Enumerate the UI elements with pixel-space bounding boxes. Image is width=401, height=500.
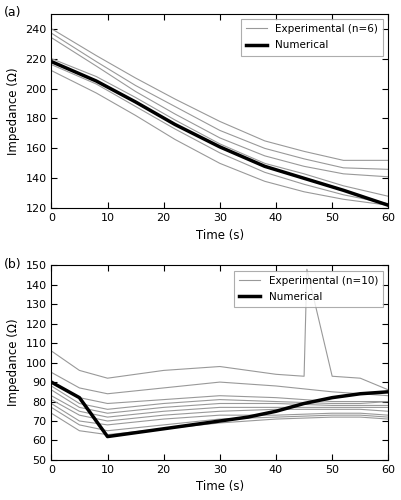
Experimental (n=10) (385, 387, 390, 393)
Numerical (273, 408, 278, 414)
Experimental (n=10) (161, 368, 166, 374)
Numerical (301, 400, 306, 406)
Numerical (385, 389, 390, 395)
Experimental (n=6) (301, 148, 306, 154)
Numerical (340, 188, 345, 194)
Numerical (329, 394, 334, 400)
Line: Numerical: Numerical (51, 62, 387, 206)
Experimental (n=6) (93, 52, 98, 59)
Y-axis label: Impedance (Ω): Impedance (Ω) (7, 67, 20, 155)
Numerical (105, 434, 109, 440)
Experimental (n=10) (304, 266, 308, 272)
Line: Experimental (n=10): Experimental (n=10) (51, 269, 387, 390)
Numerical (385, 202, 390, 208)
X-axis label: Time (s): Time (s) (195, 228, 243, 241)
Experimental (n=10) (273, 372, 278, 378)
Experimental (n=6) (49, 26, 54, 32)
Numerical (172, 122, 177, 128)
Numerical (93, 78, 98, 84)
Numerical (133, 99, 138, 105)
Numerical (357, 391, 362, 397)
Experimental (n=6) (133, 75, 138, 81)
Experimental (n=6) (172, 96, 177, 102)
Numerical (49, 379, 54, 385)
Numerical (245, 414, 250, 420)
Legend: Experimental (n=6), Numerical: Experimental (n=6), Numerical (240, 19, 382, 56)
Numerical (49, 58, 54, 64)
Y-axis label: Impedance (Ω): Impedance (Ω) (7, 319, 20, 406)
Experimental (n=10) (105, 375, 109, 381)
Numerical (77, 394, 82, 400)
Numerical (262, 164, 267, 170)
Experimental (n=10) (49, 348, 54, 354)
Numerical (217, 144, 222, 150)
Experimental (n=10) (301, 373, 306, 379)
Numerical (161, 426, 166, 432)
Line: Numerical: Numerical (51, 382, 387, 436)
Numerical (301, 176, 306, 182)
X-axis label: Time (s): Time (s) (195, 480, 243, 494)
Experimental (n=10) (357, 375, 362, 381)
Numerical (217, 418, 222, 424)
Numerical (133, 430, 138, 436)
Text: (b): (b) (4, 258, 22, 270)
Experimental (n=6) (385, 158, 390, 164)
Text: (a): (a) (4, 6, 22, 19)
Legend: Experimental (n=10), Numerical: Experimental (n=10), Numerical (234, 270, 382, 307)
Line: Experimental (n=6): Experimental (n=6) (51, 28, 387, 160)
Experimental (n=10) (77, 368, 82, 374)
Experimental (n=10) (329, 373, 334, 379)
Experimental (n=6) (262, 138, 267, 144)
Experimental (n=6) (217, 118, 222, 124)
Numerical (189, 422, 194, 428)
Experimental (n=10) (217, 364, 222, 370)
Experimental (n=6) (340, 158, 345, 164)
